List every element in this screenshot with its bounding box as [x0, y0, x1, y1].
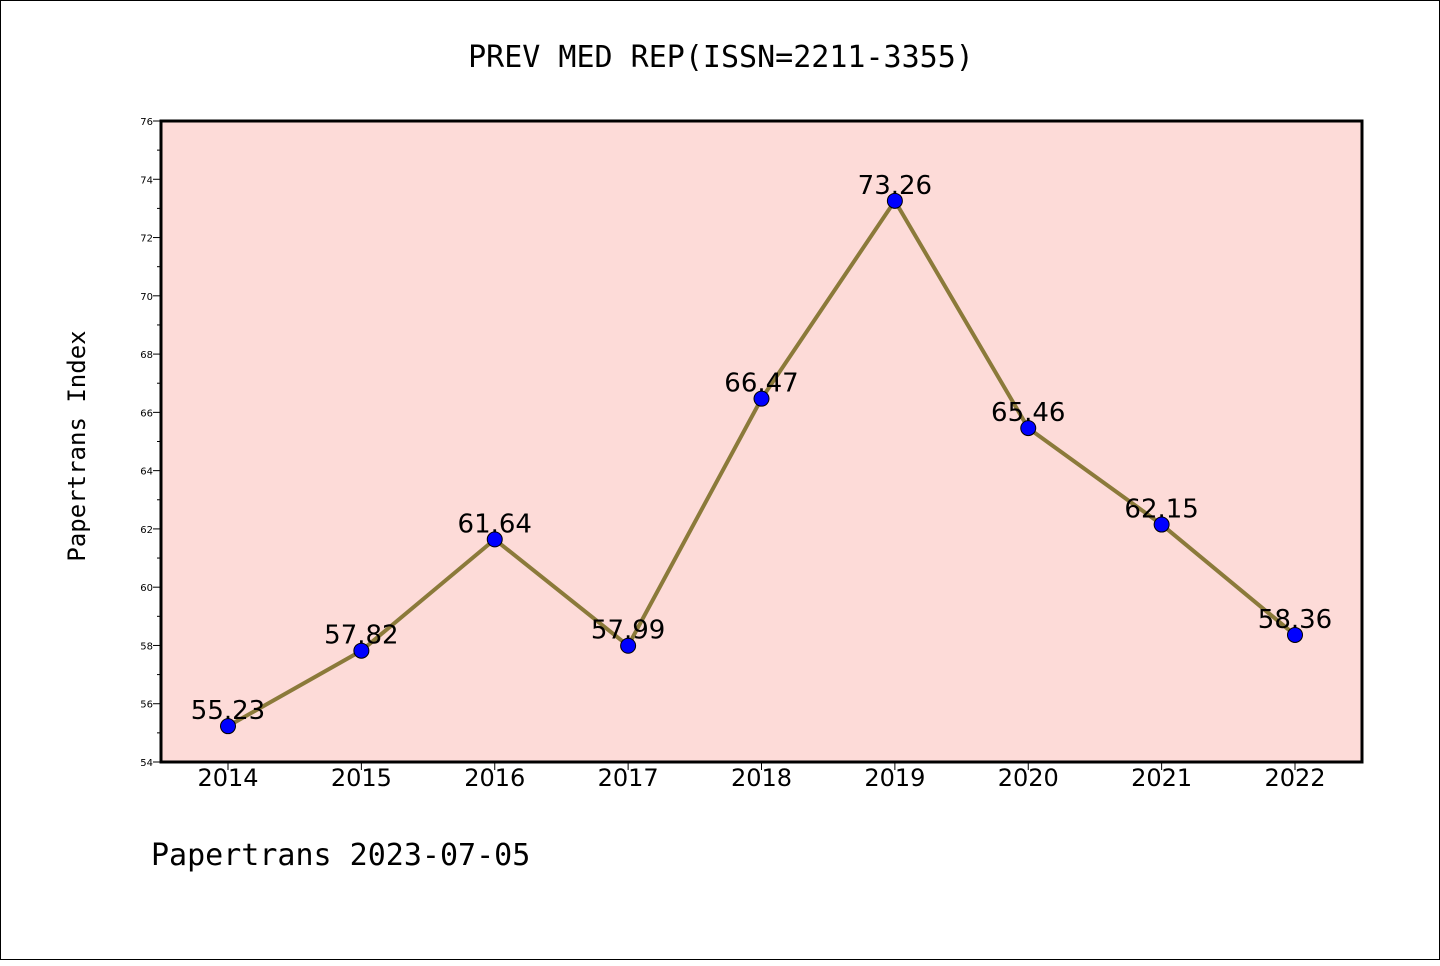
x-tick-label: 2017: [598, 764, 659, 792]
y-tick-label: 72: [140, 234, 153, 245]
y-tick-label: 68: [140, 350, 153, 361]
data-point: [886, 192, 903, 209]
x-tick-label: 2015: [331, 764, 392, 792]
data-point: [753, 390, 770, 407]
data-label: 55.23: [191, 696, 265, 726]
y-tick-label: 66: [140, 408, 153, 419]
data-label: 73.26: [858, 171, 932, 201]
data-point: [1020, 420, 1037, 437]
y-axis: 54 56 58 60 62 64 66 68 70 72 74 76: [140, 117, 161, 769]
x-tick-label: 2020: [998, 764, 1059, 792]
data-label: 61.64: [458, 509, 532, 539]
data-point: [486, 531, 503, 548]
x-tick-label: 2016: [464, 764, 525, 792]
x-tick-label: 2021: [1131, 764, 1192, 792]
y-tick-label: 76: [140, 117, 153, 128]
series-group: [220, 192, 1303, 735]
x-axis: 2014 2015 2016 2017 2018 2019 2020 2021 2022: [197, 762, 1326, 792]
y-tick-label: 60: [140, 583, 153, 594]
data-label: 57.99: [591, 616, 665, 646]
data-point: [353, 642, 370, 659]
x-tick-label: 2022: [1264, 764, 1325, 792]
y-tick-label: 70: [140, 292, 153, 303]
data-labels: 55.23 57.82 61.64 57.99 66.47 73.26 65.46 62.15…: [191, 171, 1332, 726]
x-tick-label: 2018: [731, 764, 792, 792]
plot-area: [159, 119, 1364, 764]
data-label: 57.82: [324, 621, 398, 651]
data-point: [220, 718, 236, 735]
data-label: 66.47: [724, 369, 798, 399]
chart-title: PREV MED REP(ISSN=2211-3355): [468, 40, 974, 75]
data-point: [1153, 516, 1170, 533]
y-tick-label: 62: [140, 525, 153, 536]
footer-text: Papertrans 2023-07-05: [151, 838, 530, 873]
y-tick-label: 56: [140, 700, 153, 711]
y-tick-label: 58: [140, 641, 153, 652]
x-tick-label: 2014: [197, 764, 258, 792]
data-point: [620, 637, 637, 654]
x-tick-label: 2019: [864, 764, 925, 792]
data-label: 65.46: [991, 398, 1065, 428]
y-tick-label: 74: [140, 175, 153, 186]
y-tick-label: 64: [140, 467, 153, 478]
y-axis-label: Papertrans Index: [63, 330, 91, 561]
data-label: 58.36: [1258, 605, 1332, 635]
y-tick-label: 54: [140, 758, 153, 769]
data-label: 62.15: [1124, 495, 1198, 525]
data-point: [1287, 626, 1303, 643]
